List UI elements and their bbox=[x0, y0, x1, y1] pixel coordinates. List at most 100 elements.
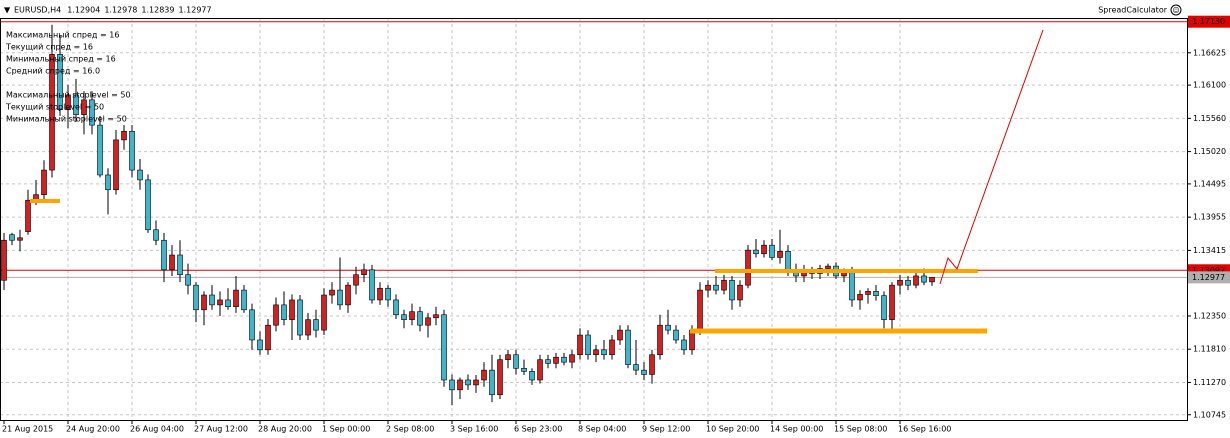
y-tick-label: 1.10745 bbox=[1193, 410, 1226, 419]
candle-body bbox=[617, 329, 623, 341]
annotation: Текущий спред = 16 bbox=[5, 43, 93, 52]
candle-body bbox=[25, 199, 31, 232]
indicator-icon-glyph[interactable]: ☺ bbox=[1172, 7, 1179, 15]
candle-body bbox=[89, 99, 95, 126]
x-tick-label: 6 Sep 23:00 bbox=[514, 425, 562, 434]
candle-body bbox=[209, 294, 215, 306]
menu-arrow[interactable]: ▼ bbox=[4, 6, 11, 15]
candle-body bbox=[1, 239, 7, 281]
candle-body bbox=[745, 249, 751, 286]
candle-body bbox=[649, 354, 655, 375]
candle-body bbox=[465, 379, 471, 386]
candle-body bbox=[65, 94, 71, 111]
candle-body bbox=[241, 289, 247, 311]
candle-body bbox=[385, 287, 391, 301]
candle-body bbox=[865, 291, 871, 295]
candle-body bbox=[9, 234, 15, 241]
candle-body bbox=[729, 279, 735, 301]
annotation: Максимальный stoplevel = 50 bbox=[6, 91, 131, 100]
x-tick-label: 3 Sep 16:00 bbox=[450, 425, 498, 434]
drawn-objects bbox=[30, 29, 1044, 334]
candle-body bbox=[881, 295, 887, 320]
price-label-box bbox=[1188, 15, 1230, 28]
candle-body bbox=[225, 299, 231, 308]
x-tick-label: 27 Aug 12:00 bbox=[194, 425, 248, 434]
candles bbox=[1, 24, 935, 406]
y-tick-label: 1.15560 bbox=[1193, 114, 1226, 123]
candle-body bbox=[305, 319, 311, 336]
x-tick-label: 26 Aug 04:00 bbox=[130, 425, 184, 434]
y-tick-label: 1.11810 bbox=[1193, 345, 1226, 354]
candle-body bbox=[825, 265, 831, 269]
candle-body bbox=[129, 130, 135, 171]
candle-body bbox=[849, 271, 855, 301]
candle-body bbox=[505, 354, 511, 360]
candle-body bbox=[337, 289, 343, 306]
candle-body bbox=[185, 274, 191, 286]
candle-body bbox=[785, 251, 791, 271]
candle-body bbox=[153, 229, 159, 241]
quote: 1.12904 1.12978 1.12839 1.12977 bbox=[67, 6, 211, 15]
candle-body bbox=[769, 244, 775, 258]
candle-body bbox=[329, 289, 335, 296]
quote-value: 1.12839 bbox=[141, 6, 174, 15]
candle-body bbox=[49, 54, 55, 171]
price-label-box bbox=[1188, 271, 1230, 284]
candle-body bbox=[433, 314, 439, 319]
candle-body bbox=[73, 94, 79, 115]
x-tick-label: 14 Sep 00:00 bbox=[770, 425, 823, 434]
quote-value: 1.12904 bbox=[67, 6, 100, 15]
x-tick-label: 28 Aug 20:00 bbox=[258, 425, 312, 434]
x-tick-label: 21 Aug 2015 bbox=[2, 425, 53, 434]
candle-body bbox=[137, 169, 143, 181]
candle-body bbox=[593, 349, 599, 356]
candle-body bbox=[737, 284, 743, 301]
candle-body bbox=[553, 356, 559, 364]
candle-body bbox=[489, 369, 495, 396]
candle-body bbox=[201, 294, 207, 311]
x-tick-label: 24 Aug 20:00 bbox=[66, 425, 120, 434]
candle-body bbox=[281, 304, 287, 320]
x-tick-label: 8 Sep 04:00 bbox=[578, 425, 626, 434]
candle-body bbox=[233, 289, 239, 308]
y-tick-label: 1.16625 bbox=[1193, 48, 1226, 57]
candle-body bbox=[481, 369, 487, 381]
candle-body bbox=[257, 339, 263, 351]
y-tick-label: 1.16100 bbox=[1193, 81, 1226, 90]
candle-body bbox=[721, 279, 727, 291]
y-tick-label: 1.13415 bbox=[1193, 246, 1226, 255]
candle-body bbox=[113, 139, 119, 191]
price-label: 1.17130 bbox=[1192, 17, 1225, 26]
indicator-icon[interactable] bbox=[1170, 4, 1182, 16]
candle-body bbox=[353, 274, 359, 286]
candle-body bbox=[17, 237, 23, 241]
candle-body bbox=[121, 130, 127, 141]
candle-body bbox=[681, 339, 687, 351]
candle-body bbox=[409, 311, 415, 320]
candle-body bbox=[297, 299, 303, 336]
candle-body bbox=[545, 359, 551, 364]
y-tick-label: 1.12350 bbox=[1193, 311, 1226, 320]
candle-body bbox=[425, 317, 431, 326]
x-tick-label: 1 Sep 00:00 bbox=[322, 425, 370, 434]
candle-body bbox=[473, 379, 479, 386]
candle-body bbox=[673, 329, 679, 341]
plot-frame bbox=[0, 18, 1188, 421]
candle-body bbox=[753, 249, 759, 255]
candle-body bbox=[889, 284, 895, 320]
candle-body bbox=[585, 334, 591, 356]
candle-body bbox=[761, 244, 767, 255]
candle-body bbox=[41, 169, 47, 195]
candle-body bbox=[393, 299, 399, 316]
candle-body bbox=[713, 284, 719, 291]
candle-body bbox=[457, 379, 463, 391]
candle-body bbox=[657, 324, 663, 356]
y-tick-label: 1.11270 bbox=[1193, 378, 1226, 387]
grid bbox=[0, 18, 1187, 420]
candle-body bbox=[265, 324, 271, 351]
candle-body bbox=[169, 254, 175, 271]
candle-body bbox=[249, 309, 255, 341]
annotation: Средний спред = 16.0 bbox=[6, 67, 100, 76]
candle-body bbox=[377, 287, 383, 301]
